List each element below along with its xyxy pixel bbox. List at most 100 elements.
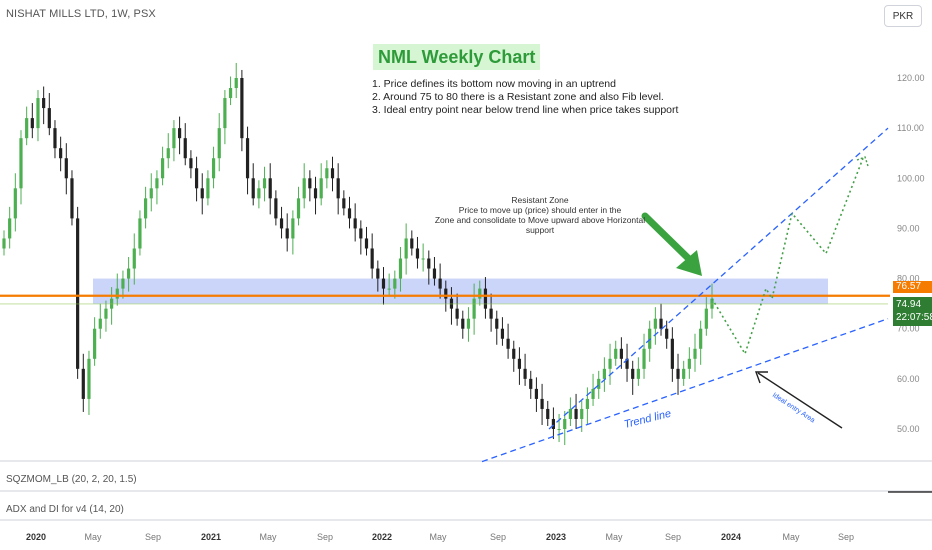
candle-body bbox=[104, 308, 108, 319]
upper-trend-line bbox=[548, 127, 889, 430]
candle-body bbox=[682, 368, 686, 379]
x-tick-label: Sep bbox=[665, 532, 681, 542]
candle-body bbox=[364, 238, 369, 249]
candle-body bbox=[279, 218, 284, 229]
candle-body bbox=[313, 188, 318, 199]
candle-body bbox=[574, 408, 578, 419]
candle-body bbox=[642, 348, 646, 369]
candle-body bbox=[699, 328, 703, 349]
y-tick-label: 50.00 bbox=[897, 424, 920, 434]
projection-path bbox=[711, 157, 864, 356]
candle-body bbox=[325, 168, 329, 179]
candle-body bbox=[393, 278, 397, 289]
candle-body bbox=[432, 268, 437, 279]
countdown-value: 22:07:58 bbox=[896, 312, 932, 323]
candle-body bbox=[98, 318, 102, 329]
candle-body bbox=[665, 328, 669, 339]
candle-body bbox=[557, 429, 561, 430]
candle-body bbox=[223, 98, 227, 129]
candle-body bbox=[291, 218, 295, 239]
y-tick-label: 60.00 bbox=[897, 374, 920, 384]
y-tick-label: 100.00 bbox=[897, 173, 925, 183]
candle-body bbox=[353, 218, 357, 229]
candle-body bbox=[381, 278, 386, 289]
candle-body bbox=[262, 178, 267, 189]
candle-body bbox=[127, 268, 131, 279]
candle-body bbox=[240, 78, 244, 139]
candle-body bbox=[551, 418, 556, 429]
candle-body bbox=[568, 408, 572, 419]
candle-body bbox=[631, 368, 635, 379]
candle-body bbox=[285, 228, 289, 239]
candle-body bbox=[478, 288, 482, 299]
x-tick-label: May bbox=[84, 532, 102, 542]
candle-body bbox=[636, 368, 640, 379]
x-tick-label: Sep bbox=[317, 532, 333, 542]
candle-body bbox=[670, 338, 674, 369]
entry-arrow-head bbox=[755, 371, 768, 384]
candle-body bbox=[597, 378, 601, 389]
candle-body bbox=[455, 308, 459, 319]
candle-body bbox=[183, 138, 187, 159]
lower-trend-line bbox=[481, 318, 889, 463]
candle-body bbox=[387, 288, 391, 290]
candle-body bbox=[704, 308, 708, 329]
note-line: 3. Ideal entry point near below trend li… bbox=[372, 104, 679, 116]
candle-body bbox=[415, 248, 420, 259]
candle-body bbox=[602, 368, 606, 379]
candle-body bbox=[234, 78, 238, 89]
zone-note-line: Resistant Zone bbox=[511, 195, 569, 205]
resistance-arrow-shaft bbox=[641, 212, 692, 262]
candle-body bbox=[540, 398, 544, 409]
candle-body bbox=[517, 358, 522, 369]
candle-body bbox=[330, 168, 335, 179]
candle-body bbox=[87, 358, 91, 399]
candle-body bbox=[347, 208, 352, 219]
candle-body bbox=[257, 188, 261, 199]
last-price-badge: 74.94 22:07:58 bbox=[893, 297, 932, 326]
candle-body bbox=[93, 328, 97, 359]
candle-body bbox=[132, 248, 136, 269]
candle-body bbox=[625, 358, 629, 369]
candle-body bbox=[59, 148, 63, 159]
candle-body bbox=[376, 268, 380, 279]
x-tick-label: May bbox=[259, 532, 277, 542]
candle-body bbox=[687, 358, 691, 369]
horizontal-level-badge: 76.57 bbox=[893, 281, 932, 293]
adx-indicator-label[interactable]: ADX and DI for v4 (14, 20) bbox=[6, 504, 124, 515]
candle-body bbox=[274, 198, 278, 219]
candle-body bbox=[421, 258, 425, 260]
candle-body bbox=[302, 178, 306, 199]
candle-body bbox=[217, 128, 221, 159]
candle-body bbox=[53, 128, 57, 149]
candle-body bbox=[268, 178, 272, 199]
last-price-value: 74.94 bbox=[896, 299, 922, 310]
candle-body bbox=[580, 408, 584, 419]
candle-body bbox=[512, 348, 516, 359]
candle-body bbox=[166, 148, 170, 159]
candle-body bbox=[529, 378, 533, 389]
y-tick-label: 90.00 bbox=[897, 223, 920, 233]
candle-body bbox=[466, 318, 471, 329]
candle-body bbox=[308, 178, 312, 189]
sqzmom-indicator-label[interactable]: SQZMOM_LB (20, 2, 20, 1.5) bbox=[6, 474, 137, 485]
candle-body bbox=[42, 98, 46, 109]
note-line: 1. Price defines its bottom now moving i… bbox=[372, 78, 616, 90]
candle-body bbox=[410, 238, 414, 249]
candle-body bbox=[591, 388, 595, 399]
candle-body bbox=[404, 238, 408, 259]
candle-body bbox=[206, 178, 210, 199]
currency-button[interactable]: PKR bbox=[884, 5, 922, 27]
candle-body bbox=[177, 128, 182, 139]
candle-body bbox=[659, 318, 663, 329]
x-tick-label: Sep bbox=[145, 532, 161, 542]
x-tick-label: May bbox=[782, 532, 800, 542]
candle-body bbox=[115, 288, 119, 299]
zone-note-line: Zone and consolidate to Move upward abov… bbox=[434, 215, 646, 235]
candle-body bbox=[370, 248, 374, 269]
candle-body bbox=[495, 318, 499, 329]
candle-body bbox=[336, 178, 340, 199]
candle-body bbox=[160, 158, 165, 179]
candle-body bbox=[47, 108, 51, 129]
